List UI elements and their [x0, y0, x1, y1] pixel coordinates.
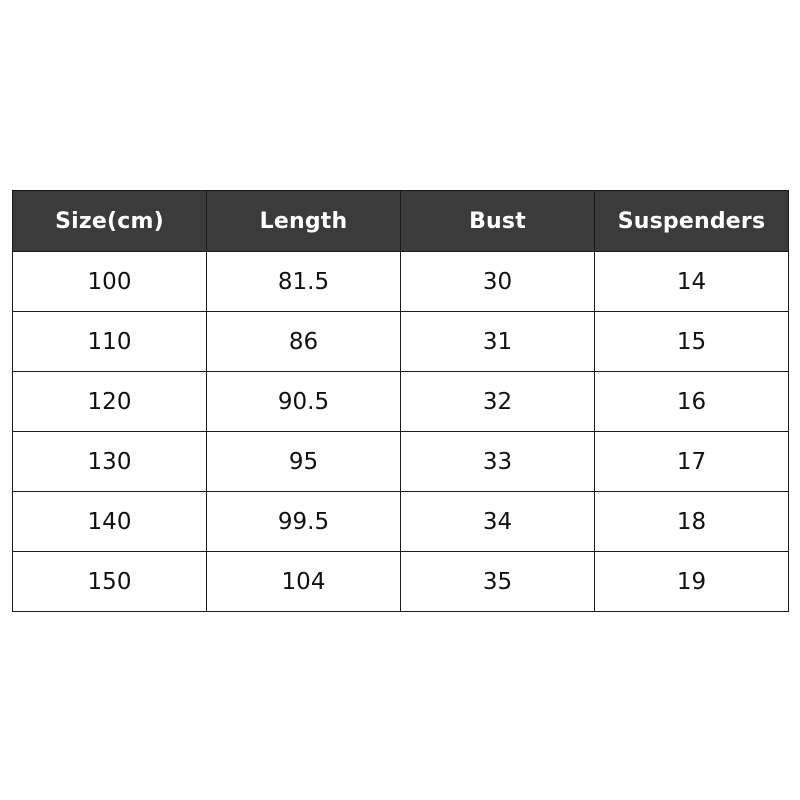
header-row: Size(cm) Length Bust Suspenders — [12, 190, 789, 252]
cell-size: 110 — [12, 311, 207, 372]
cell-length: 95 — [206, 431, 401, 492]
header-size: Size(cm) — [12, 190, 207, 252]
cell-size: 100 — [12, 251, 207, 312]
table-row: 100 81.5 30 14 — [12, 251, 789, 312]
cell-size: 150 — [12, 551, 207, 612]
table-row: 120 90.5 32 16 — [12, 371, 789, 432]
cell-suspenders: 19 — [594, 551, 789, 612]
table-row: 150 104 35 19 — [12, 551, 789, 612]
cell-suspenders: 18 — [594, 491, 789, 552]
cell-length: 99.5 — [206, 491, 401, 552]
cell-bust: 32 — [400, 371, 595, 432]
table-row: 130 95 33 17 — [12, 431, 789, 492]
cell-length: 81.5 — [206, 251, 401, 312]
cell-size: 130 — [12, 431, 207, 492]
table-row: 110 86 31 15 — [12, 311, 789, 372]
cell-suspenders: 17 — [594, 431, 789, 492]
cell-suspenders: 16 — [594, 371, 789, 432]
cell-size: 140 — [12, 491, 207, 552]
header-bust: Bust — [400, 190, 595, 252]
cell-bust: 35 — [400, 551, 595, 612]
size-chart-table: Size(cm) Length Bust Suspenders 100 81.5 3… — [12, 190, 789, 612]
cell-suspenders: 14 — [594, 251, 789, 312]
cell-size: 120 — [12, 371, 207, 432]
cell-length: 104 — [206, 551, 401, 612]
header-suspenders: Suspenders — [594, 190, 789, 252]
cell-bust: 34 — [400, 491, 595, 552]
cell-length: 86 — [206, 311, 401, 372]
cell-length: 90.5 — [206, 371, 401, 432]
header-length: Length — [206, 190, 401, 252]
cell-bust: 30 — [400, 251, 595, 312]
cell-bust: 33 — [400, 431, 595, 492]
table-row: 140 99.5 34 18 — [12, 491, 789, 552]
cell-suspenders: 15 — [594, 311, 789, 372]
cell-bust: 31 — [400, 311, 595, 372]
